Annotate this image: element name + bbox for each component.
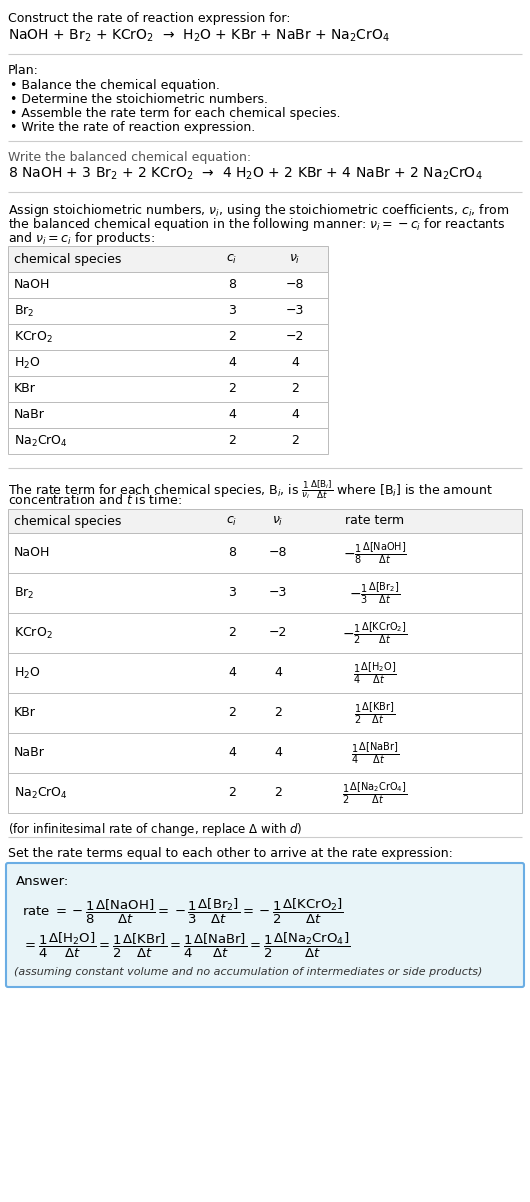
Bar [8, 246, 328, 272]
Text: $-\frac{1}{8}\frac{\Delta[\mathrm{NaOH}]}{\Delta t}$: $-\frac{1}{8}\frac{\Delta[\mathrm{NaOH}]… [343, 540, 407, 566]
Bar [8, 376, 328, 401]
Bar [8, 694, 522, 733]
Text: Br$_2$: Br$_2$ [14, 303, 34, 319]
Text: KCrO$_2$: KCrO$_2$ [14, 329, 52, 345]
Text: H$_2$O: H$_2$O [14, 356, 41, 370]
Text: Assign stoichiometric numbers, $\nu_i$, using the stoichiometric coefficients, $: Assign stoichiometric numbers, $\nu_i$, … [8, 202, 509, 219]
Text: KCrO$_2$: KCrO$_2$ [14, 625, 52, 641]
Bar [8, 272, 328, 298]
Text: Answer:: Answer: [16, 875, 69, 888]
Text: NaBr: NaBr [14, 409, 45, 422]
Text: 4: 4 [228, 357, 236, 369]
Text: • Determine the stoichiometric numbers.: • Determine the stoichiometric numbers. [10, 93, 268, 106]
Text: NaOH + Br$_2$ + KCrO$_2$  →  H$_2$O + KBr + NaBr + Na$_2$CrO$_4$: NaOH + Br$_2$ + KCrO$_2$ → H$_2$O + KBr … [8, 28, 390, 44]
Text: 4: 4 [291, 409, 299, 422]
Text: 4: 4 [228, 666, 236, 679]
Text: −2: −2 [286, 331, 304, 344]
Text: $\frac{1}{2}\frac{\Delta[\mathrm{Na_2CrO_4}]}{\Delta t}$: $\frac{1}{2}\frac{\Delta[\mathrm{Na_2CrO… [342, 780, 408, 805]
Text: (for infinitesimal rate of change, replace Δ with $d$): (for infinitesimal rate of change, repla… [8, 821, 303, 838]
Text: and $\nu_i = c_i$ for products:: and $\nu_i = c_i$ for products: [8, 230, 155, 246]
Text: 2: 2 [228, 707, 236, 720]
Text: $c_i$: $c_i$ [226, 252, 237, 266]
Text: Br$_2$: Br$_2$ [14, 585, 34, 601]
Text: Na$_2$CrO$_4$: Na$_2$CrO$_4$ [14, 785, 68, 801]
Text: NaOH: NaOH [14, 279, 50, 292]
Text: $= \dfrac{1}{4}\dfrac{\Delta[\mathrm{H_2O}]}{\Delta t} = \dfrac{1}{2}\dfrac{\Del: $= \dfrac{1}{4}\dfrac{\Delta[\mathrm{H_2… [22, 932, 350, 960]
Text: concentration and $t$ is time:: concentration and $t$ is time: [8, 493, 182, 507]
Bar [8, 653, 522, 694]
Text: • Balance the chemical equation.: • Balance the chemical equation. [10, 79, 220, 93]
Text: the balanced chemical equation in the following manner: $\nu_i = -c_i$ for react: the balanced chemical equation in the fo… [8, 216, 506, 233]
Bar [8, 428, 328, 454]
Text: 3: 3 [228, 587, 236, 600]
Text: NaOH: NaOH [14, 547, 50, 559]
Text: −2: −2 [269, 626, 287, 639]
Text: 2: 2 [291, 382, 299, 395]
Text: $\frac{1}{4}\frac{\Delta[\mathrm{NaBr}]}{\Delta t}$: $\frac{1}{4}\frac{\Delta[\mathrm{NaBr}]}… [351, 740, 399, 766]
Text: 2: 2 [228, 626, 236, 639]
Text: 2: 2 [228, 331, 236, 344]
Text: 4: 4 [274, 746, 282, 760]
Text: 3: 3 [228, 304, 236, 317]
Bar [8, 613, 522, 653]
Text: $-\frac{1}{2}\frac{\Delta[\mathrm{KCrO}_2]}{\Delta t}$: $-\frac{1}{2}\frac{\Delta[\mathrm{KCrO}_… [342, 620, 408, 645]
Text: 4: 4 [228, 409, 236, 422]
Text: 2: 2 [274, 786, 282, 799]
Text: $-\frac{1}{3}\frac{\Delta[\mathrm{Br}_2]}{\Delta t}$: $-\frac{1}{3}\frac{\Delta[\mathrm{Br}_2]… [349, 581, 401, 606]
Bar [8, 532, 522, 573]
Text: KBr: KBr [14, 382, 36, 395]
Bar [8, 508, 522, 532]
Text: 8: 8 [228, 279, 236, 292]
Text: 4: 4 [274, 666, 282, 679]
Bar [8, 773, 522, 813]
Text: NaBr: NaBr [14, 746, 45, 760]
Bar [8, 350, 328, 376]
Text: 2: 2 [228, 786, 236, 799]
Text: $c_i$: $c_i$ [226, 514, 237, 528]
Text: −3: −3 [286, 304, 304, 317]
Text: chemical species: chemical species [14, 514, 121, 528]
Text: (assuming constant volume and no accumulation of intermediates or side products): (assuming constant volume and no accumul… [14, 966, 482, 977]
Text: −3: −3 [269, 587, 287, 600]
Text: H$_2$O: H$_2$O [14, 666, 41, 680]
Text: 4: 4 [291, 357, 299, 369]
Text: 8: 8 [228, 547, 236, 559]
Text: • Write the rate of reaction expression.: • Write the rate of reaction expression. [10, 121, 255, 133]
Text: 2: 2 [228, 434, 236, 447]
Text: $\nu_i$: $\nu_i$ [272, 514, 284, 528]
Text: • Assemble the rate term for each chemical species.: • Assemble the rate term for each chemic… [10, 107, 340, 120]
Bar [8, 573, 522, 613]
Text: $\nu_i$: $\nu_i$ [289, 252, 301, 266]
Bar [8, 298, 328, 325]
Text: chemical species: chemical species [14, 252, 121, 266]
Text: KBr: KBr [14, 707, 36, 720]
Text: 2: 2 [228, 382, 236, 395]
Text: 8 NaOH + 3 Br$_2$ + 2 KCrO$_2$  →  4 H$_2$O + 2 KBr + 4 NaBr + 2 Na$_2$CrO$_4$: 8 NaOH + 3 Br$_2$ + 2 KCrO$_2$ → 4 H$_2$… [8, 166, 483, 183]
Text: Set the rate terms equal to each other to arrive at the rate expression:: Set the rate terms equal to each other t… [8, 847, 453, 859]
Text: rate term: rate term [346, 514, 404, 528]
Text: Plan:: Plan: [8, 64, 39, 77]
Text: −8: −8 [286, 279, 304, 292]
Text: 2: 2 [274, 707, 282, 720]
Text: $\frac{1}{2}\frac{\Delta[\mathrm{KBr}]}{\Delta t}$: $\frac{1}{2}\frac{\Delta[\mathrm{KBr}]}{… [355, 700, 395, 726]
Text: 2: 2 [291, 434, 299, 447]
Text: Construct the rate of reaction expression for:: Construct the rate of reaction expressio… [8, 12, 290, 25]
Text: The rate term for each chemical species, B$_i$, is $\frac{1}{\nu_i}\frac{\Delta[: The rate term for each chemical species,… [8, 478, 493, 501]
Text: Na$_2$CrO$_4$: Na$_2$CrO$_4$ [14, 434, 68, 448]
FancyBboxPatch shape [6, 863, 524, 987]
Text: −8: −8 [269, 547, 287, 559]
Text: Write the balanced chemical equation:: Write the balanced chemical equation: [8, 151, 251, 163]
Text: $\frac{1}{4}\frac{\Delta[\mathrm{H_2O}]}{\Delta t}$: $\frac{1}{4}\frac{\Delta[\mathrm{H_2O}]}… [353, 660, 397, 686]
Bar [8, 325, 328, 350]
Text: 4: 4 [228, 746, 236, 760]
Bar [8, 733, 522, 773]
Text: rate $= -\dfrac{1}{8}\dfrac{\Delta[\mathrm{NaOH}]}{\Delta t} = -\dfrac{1}{3}\dfr: rate $= -\dfrac{1}{8}\dfrac{\Delta[\math… [22, 897, 344, 927]
Bar [8, 401, 328, 428]
